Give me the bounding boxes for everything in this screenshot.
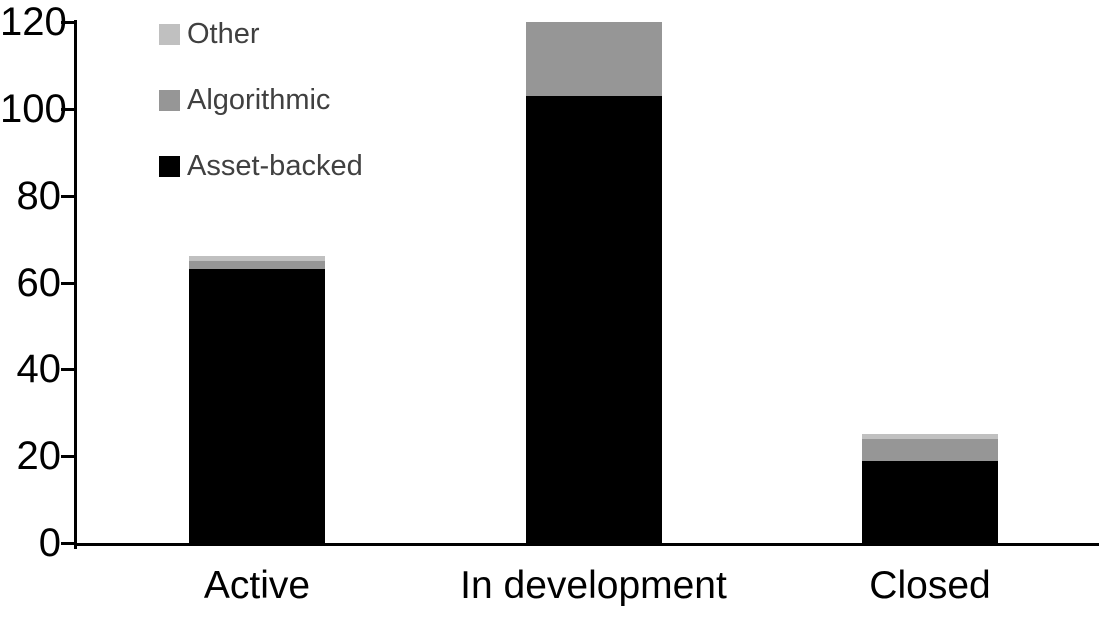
y-axis-tick-label: 120 bbox=[0, 0, 67, 44]
y-axis-tick-label: 20 bbox=[16, 434, 62, 479]
legend-label-asset-backed: Asset-backed bbox=[187, 150, 363, 182]
legend-label-algorithmic: Algorithmic bbox=[187, 84, 331, 116]
legend-swatch-algorithmic bbox=[159, 90, 180, 111]
x-axis-category-label: In development bbox=[460, 564, 727, 607]
y-axis-tick bbox=[61, 281, 74, 285]
y-axis-tick-label: 100 bbox=[0, 86, 67, 131]
bar-segment-asset-backed bbox=[189, 269, 325, 543]
y-axis-tick-label: 80 bbox=[16, 173, 62, 218]
y-axis-tick-label: 0 bbox=[38, 521, 61, 565]
x-axis-line bbox=[74, 543, 1099, 546]
bar-segment-asset-backed bbox=[862, 460, 998, 543]
legend-swatch-other bbox=[159, 24, 180, 45]
x-axis-category-label: Active bbox=[203, 564, 311, 607]
x-axis-category-label: Closed bbox=[869, 564, 991, 607]
y-axis-line bbox=[74, 20, 77, 549]
bar-segment-algorithmic bbox=[189, 260, 325, 270]
legend-label-other: Other bbox=[187, 18, 260, 50]
y-axis-tick bbox=[61, 21, 74, 24]
bar-segment-asset-backed bbox=[525, 95, 662, 543]
y-axis-tick bbox=[61, 368, 74, 372]
y-axis-tick bbox=[61, 194, 74, 198]
legend-swatch-asset-backed bbox=[159, 156, 180, 177]
bar-segment-other bbox=[862, 434, 998, 439]
y-axis-tick-label: 60 bbox=[16, 260, 62, 305]
y-axis-tick bbox=[61, 455, 74, 459]
y-axis-tick bbox=[61, 542, 74, 545]
bar-segment-algorithmic bbox=[862, 438, 998, 461]
bar-segment-algorithmic bbox=[525, 22, 662, 96]
y-axis-tick bbox=[61, 107, 74, 111]
bar-segment-other bbox=[189, 256, 325, 261]
y-axis-tick-label: 40 bbox=[16, 347, 62, 392]
